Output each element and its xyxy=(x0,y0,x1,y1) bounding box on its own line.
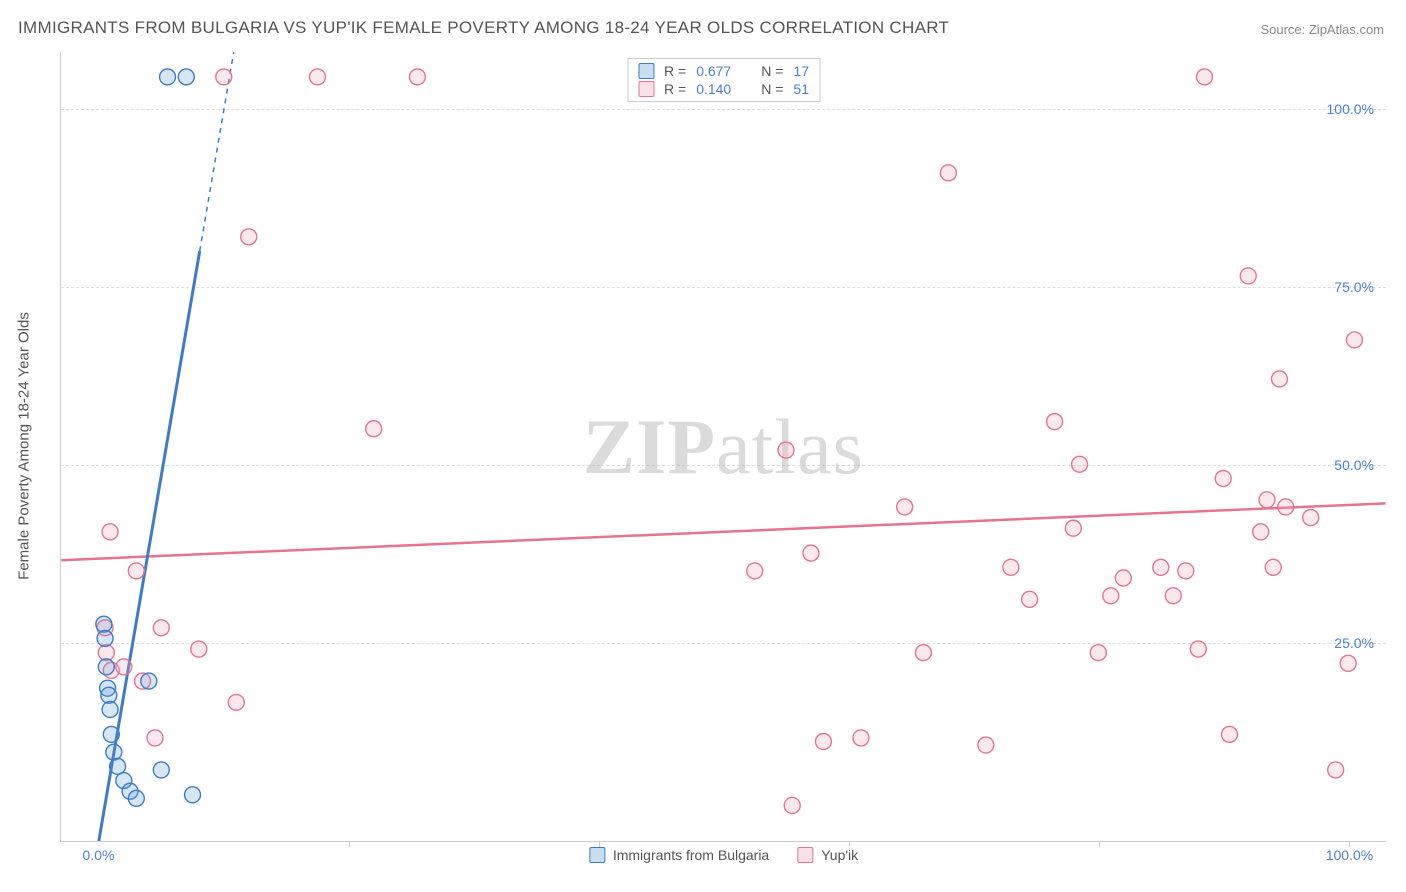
scatter-point xyxy=(153,762,169,778)
scatter-point xyxy=(1259,492,1275,508)
scatter-point xyxy=(1271,371,1287,387)
scatter-point xyxy=(98,659,114,675)
n-label: N = xyxy=(761,63,783,79)
scatter-point xyxy=(1022,591,1038,607)
scatter-point xyxy=(102,702,118,718)
scatter-point xyxy=(1115,570,1131,586)
scatter-point xyxy=(101,687,117,703)
scatter-point xyxy=(1090,645,1106,661)
scatter-point xyxy=(1240,268,1256,284)
scatter-point xyxy=(1103,588,1119,604)
scatter-point xyxy=(241,229,257,245)
scatter-point xyxy=(1222,726,1238,742)
scatter-point xyxy=(128,563,144,579)
scatter-point xyxy=(815,733,831,749)
scatter-point xyxy=(366,421,382,437)
n-label: N = xyxy=(761,81,783,97)
x-tick-mark xyxy=(1099,841,1100,847)
r-value-series2: 0.140 xyxy=(696,81,731,97)
scatter-svg xyxy=(61,52,1386,841)
scatter-point xyxy=(103,726,119,742)
scatter-point xyxy=(97,630,113,646)
scatter-point xyxy=(803,545,819,561)
scatter-point xyxy=(141,673,157,689)
scatter-point xyxy=(106,744,122,760)
scatter-point xyxy=(784,797,800,813)
legend-row-series2: R = 0.140 N = 51 xyxy=(638,81,809,97)
source-attribution: Source: ZipAtlas.com xyxy=(1260,22,1384,37)
x-legend-label-series1: Immigrants from Bulgaria xyxy=(613,847,769,863)
x-legend-swatch-series2 xyxy=(797,847,813,863)
scatter-point xyxy=(1153,559,1169,575)
scatter-point xyxy=(96,616,112,632)
x-tick-mark xyxy=(349,841,350,847)
scatter-point xyxy=(1346,332,1362,348)
plot-area: ZIPatlas R = 0.677 N = 17 R = 0.140 N = … xyxy=(60,52,1386,842)
scatter-point xyxy=(747,563,763,579)
x-legend-swatch-series1 xyxy=(589,847,605,863)
x-legend-item-series1: Immigrants from Bulgaria xyxy=(589,847,769,863)
legend-row-series1: R = 0.677 N = 17 xyxy=(638,63,809,79)
scatter-point xyxy=(1328,762,1344,778)
x-legend-item-series2: Yup'ik xyxy=(797,847,858,863)
scatter-point xyxy=(940,165,956,181)
chart-title: IMMIGRANTS FROM BULGARIA VS YUP'IK FEMAL… xyxy=(18,18,949,38)
r-label: R = xyxy=(664,81,686,97)
scatter-point xyxy=(102,524,118,540)
correlation-legend: R = 0.677 N = 17 R = 0.140 N = 51 xyxy=(627,58,820,102)
scatter-point xyxy=(1190,641,1206,657)
legend-swatch-series2 xyxy=(638,81,654,97)
legend-swatch-series1 xyxy=(638,63,654,79)
scatter-point xyxy=(160,69,176,85)
scatter-point xyxy=(1178,563,1194,579)
scatter-point xyxy=(1340,655,1356,671)
y-axis-label: Female Poverty Among 18-24 Year Olds xyxy=(16,312,33,580)
trend-line xyxy=(61,503,1385,560)
r-label: R = xyxy=(664,63,686,79)
scatter-point xyxy=(178,69,194,85)
scatter-point xyxy=(1165,588,1181,604)
scatter-point xyxy=(1003,559,1019,575)
r-value-series1: 0.677 xyxy=(696,63,731,79)
scatter-point xyxy=(116,659,132,675)
n-value-series1: 17 xyxy=(793,63,809,79)
n-value-series2: 51 xyxy=(793,81,809,97)
scatter-point xyxy=(853,730,869,746)
chart-container: IMMIGRANTS FROM BULGARIA VS YUP'IK FEMAL… xyxy=(0,0,1406,892)
scatter-point xyxy=(978,737,994,753)
scatter-point xyxy=(309,69,325,85)
scatter-point xyxy=(1253,524,1269,540)
x-tick-mark xyxy=(849,841,850,847)
scatter-point xyxy=(1303,510,1319,526)
scatter-point xyxy=(1265,559,1281,575)
scatter-point xyxy=(1047,414,1063,430)
scatter-point xyxy=(915,645,931,661)
scatter-point xyxy=(1215,470,1231,486)
scatter-point xyxy=(409,69,425,85)
scatter-point xyxy=(228,694,244,710)
x-legend-label-series2: Yup'ik xyxy=(821,847,858,863)
x-tick-label: 100.0% xyxy=(1326,847,1373,863)
scatter-point xyxy=(1278,499,1294,515)
scatter-point xyxy=(153,620,169,636)
x-axis-legend: Immigrants from Bulgaria Yup'ik xyxy=(589,847,858,863)
scatter-point xyxy=(216,69,232,85)
x-tick-label: 0.0% xyxy=(83,847,115,863)
scatter-point xyxy=(1197,69,1213,85)
scatter-point xyxy=(128,790,144,806)
x-tick-mark xyxy=(599,841,600,847)
scatter-point xyxy=(1072,456,1088,472)
scatter-point xyxy=(1065,520,1081,536)
scatter-point xyxy=(897,499,913,515)
scatter-point xyxy=(191,641,207,657)
scatter-point xyxy=(778,442,794,458)
scatter-point xyxy=(147,730,163,746)
scatter-point xyxy=(185,787,201,803)
